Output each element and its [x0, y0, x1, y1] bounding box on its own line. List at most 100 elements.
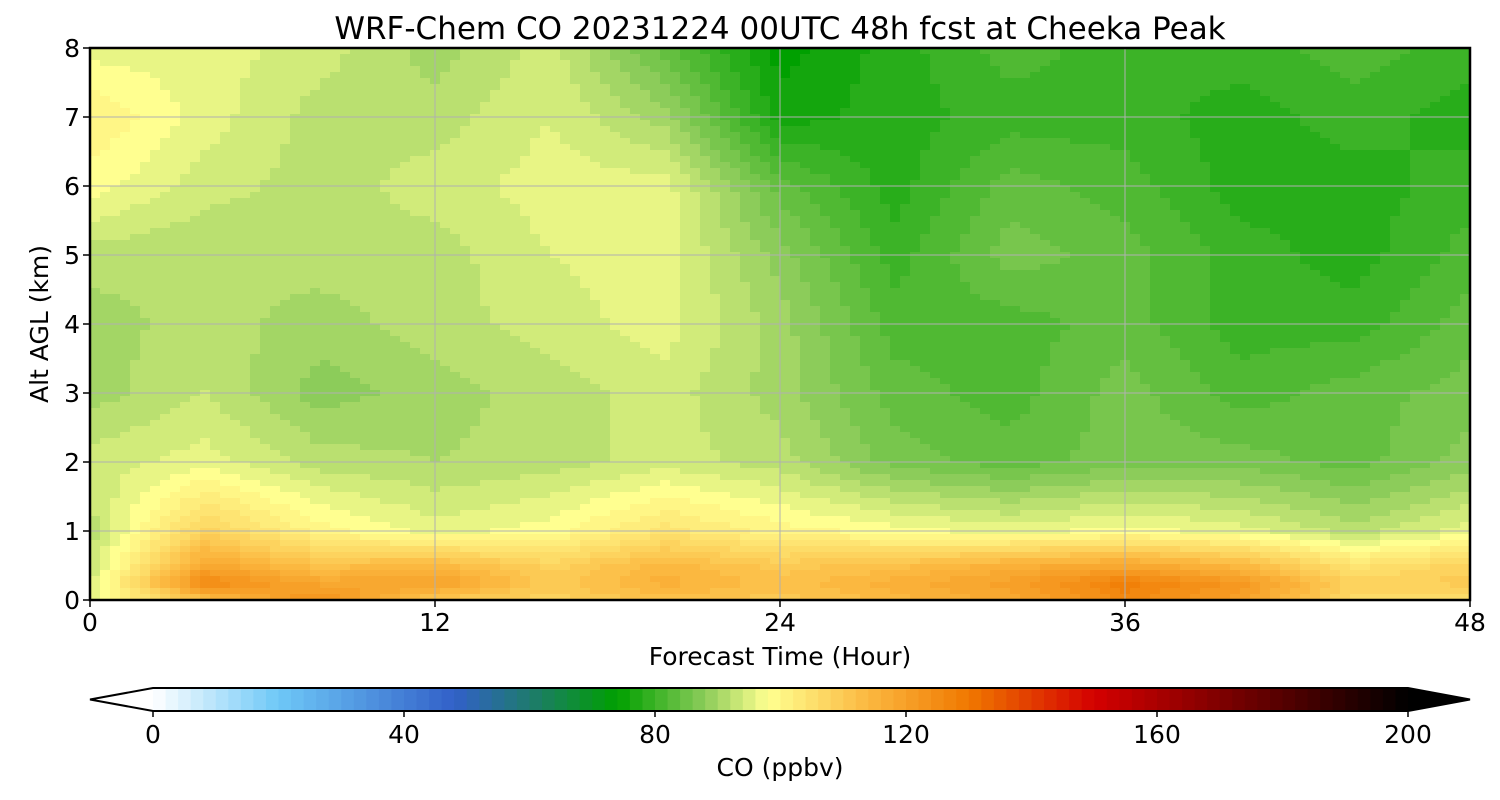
field-cell	[1400, 132, 1411, 139]
field-cell	[470, 108, 481, 115]
field-cell	[1380, 174, 1391, 181]
field-cell	[1270, 216, 1281, 223]
field-cell	[1340, 210, 1351, 217]
field-cell	[290, 234, 301, 241]
field-cell	[1020, 144, 1031, 151]
field-cell	[170, 198, 181, 205]
field-cell	[1300, 78, 1311, 85]
field-cell	[1180, 108, 1191, 115]
field-cell	[230, 60, 241, 67]
field-cell	[950, 54, 961, 61]
field-cell	[1260, 162, 1271, 169]
field-cell	[100, 150, 111, 157]
field-cell	[1000, 72, 1011, 79]
field-cell	[200, 78, 211, 85]
field-cell	[750, 84, 761, 91]
field-cell	[480, 192, 491, 199]
field-cell	[350, 60, 361, 67]
field-cell	[1250, 48, 1261, 55]
field-cell	[480, 60, 491, 67]
field-cell	[930, 222, 941, 229]
field-cell	[740, 234, 751, 241]
field-cell	[1030, 102, 1041, 109]
field-cell	[1360, 132, 1371, 139]
field-cell	[1300, 138, 1311, 145]
field-cell	[1440, 120, 1451, 127]
field-cell	[660, 108, 671, 115]
field-cell	[540, 84, 551, 91]
field-cell	[690, 126, 701, 133]
field-cell	[260, 84, 271, 91]
field-cell	[1150, 72, 1161, 79]
field-cell	[930, 90, 941, 97]
field-cell	[1300, 108, 1311, 115]
field-cell	[950, 210, 961, 217]
field-cell	[680, 84, 691, 91]
field-cell	[210, 144, 221, 151]
field-cell	[1080, 234, 1091, 241]
field-cell	[690, 174, 701, 181]
field-cell	[910, 66, 921, 73]
field-cell	[790, 108, 801, 115]
field-cell	[1450, 234, 1461, 241]
field-cell	[90, 66, 101, 73]
field-cell	[1280, 258, 1291, 265]
field-cell	[250, 54, 261, 61]
field-cell	[1320, 192, 1331, 199]
field-cell	[780, 90, 791, 97]
field-cell	[920, 78, 931, 85]
field-cell	[1430, 198, 1441, 205]
field-cell	[1440, 222, 1451, 229]
field-cell	[960, 78, 971, 85]
field-cell	[980, 102, 991, 109]
field-cell	[140, 54, 151, 61]
field-cell	[810, 204, 821, 211]
field-cell	[210, 138, 221, 145]
field-cell	[1460, 258, 1471, 265]
field-cell	[240, 162, 251, 169]
field-cell	[510, 222, 521, 229]
field-cell	[830, 54, 841, 61]
field-cell	[1360, 120, 1371, 127]
field-cell	[1440, 54, 1451, 61]
field-cell	[1180, 204, 1191, 211]
field-cell	[1170, 120, 1181, 127]
field-cell	[980, 228, 991, 235]
field-cell	[990, 234, 1001, 241]
field-cell	[1390, 246, 1401, 253]
field-cell	[810, 138, 821, 145]
field-cell	[720, 48, 731, 55]
field-cell	[230, 48, 241, 55]
field-cell	[1160, 126, 1171, 133]
field-cell	[240, 234, 251, 241]
field-cell	[870, 162, 881, 169]
field-cell	[730, 174, 741, 181]
field-cell	[260, 138, 271, 145]
field-cell	[760, 186, 771, 193]
field-cell	[530, 216, 541, 223]
field-cell	[760, 240, 771, 247]
field-cell	[1190, 156, 1201, 163]
field-cell	[540, 258, 551, 265]
field-cell	[240, 120, 251, 127]
field-cell	[1410, 198, 1421, 205]
field-cell	[800, 90, 811, 97]
field-cell	[840, 78, 851, 85]
field-cell	[230, 96, 241, 103]
field-cell	[1020, 258, 1031, 265]
field-cell	[510, 90, 521, 97]
field-cell	[730, 90, 741, 97]
field-cell	[970, 48, 981, 55]
field-cell	[560, 204, 571, 211]
field-cell	[530, 72, 541, 79]
field-cell	[570, 108, 581, 115]
field-cell	[330, 126, 341, 133]
field-cell	[1270, 234, 1281, 241]
field-cell	[1040, 66, 1051, 73]
field-cell	[1170, 240, 1181, 247]
field-cell	[1420, 156, 1431, 163]
field-cell	[520, 126, 531, 133]
field-cell	[350, 186, 361, 193]
field-cell	[180, 264, 191, 271]
field-cell	[620, 84, 631, 91]
